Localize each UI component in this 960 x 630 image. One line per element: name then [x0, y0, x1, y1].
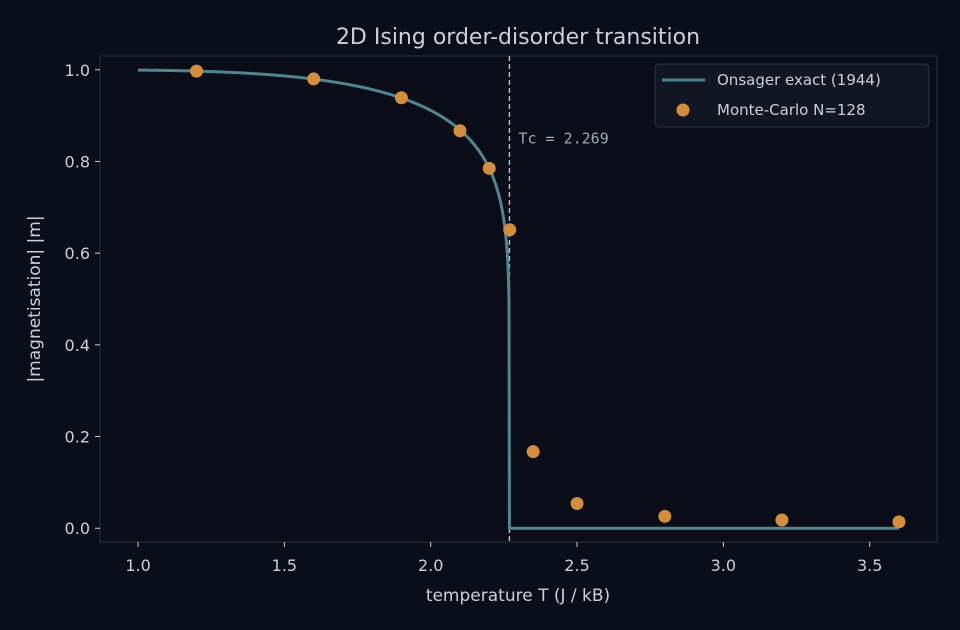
- legend: Onsager exact (1944) Monte-Carlo N=128: [654, 63, 930, 128]
- data-point: [190, 64, 204, 78]
- data-point: [892, 515, 906, 529]
- x-tick-label: 2.0: [418, 556, 443, 575]
- x-axis-label: temperature T (J / kB): [426, 586, 610, 606]
- critical-temperature-annotation: Tc = 2.269: [518, 130, 608, 148]
- legend-box: [654, 63, 930, 128]
- y-tick-label: 0.8: [65, 152, 90, 171]
- x-tick-label: 3.0: [711, 556, 736, 575]
- data-point: [394, 91, 408, 105]
- x-tick-label: 2.5: [564, 556, 589, 575]
- legend-marker-swatch: [676, 103, 690, 117]
- y-tick-label: 0.4: [65, 336, 90, 355]
- data-point: [503, 223, 517, 237]
- data-point: [570, 496, 584, 510]
- y-axis: 0.0 0.2 0.4 0.6 0.8 1.0: [65, 61, 100, 538]
- data-point: [453, 124, 467, 138]
- y-tick-label: 0.0: [65, 519, 90, 538]
- data-point: [526, 445, 540, 459]
- data-point: [658, 509, 672, 523]
- chart-title: 2D Ising order-disorder transition: [336, 25, 700, 50]
- legend-label-monte-carlo: Monte-Carlo N=128: [717, 101, 866, 119]
- x-tick-label: 1.0: [125, 556, 150, 575]
- y-tick-label: 0.2: [65, 428, 90, 447]
- y-axis-label: |magnetisation| |m|: [25, 215, 45, 382]
- y-tick-label: 0.6: [65, 244, 90, 263]
- series-points-monte-carlo: [190, 64, 906, 529]
- y-tick-label: 1.0: [65, 61, 90, 80]
- x-tick-label: 1.5: [272, 556, 297, 575]
- data-point: [482, 161, 496, 175]
- data-point: [307, 72, 321, 86]
- x-axis: 1.0 1.5 2.0 2.5 3.0 3.5: [125, 542, 882, 575]
- data-point: [775, 513, 789, 527]
- legend-label-onsager: Onsager exact (1944): [717, 71, 881, 89]
- x-tick-label: 3.5: [857, 556, 882, 575]
- plot-area: [99, 55, 938, 543]
